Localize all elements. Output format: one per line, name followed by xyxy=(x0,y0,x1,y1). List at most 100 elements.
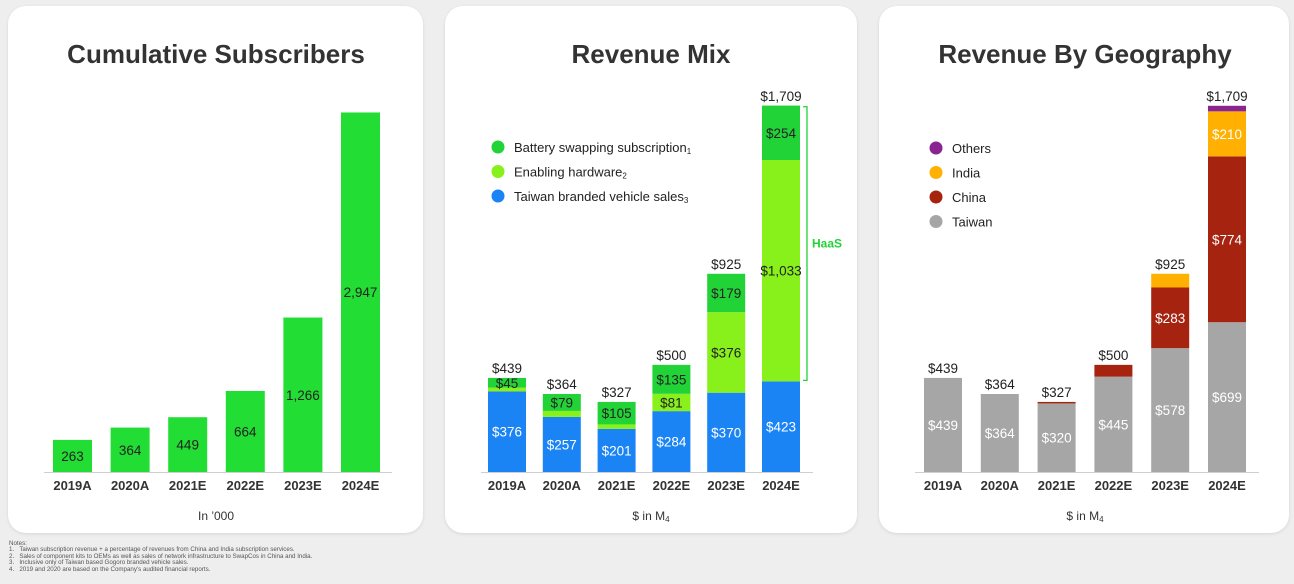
data-label: 449 xyxy=(176,438,199,453)
bar-2023E-battery-swapping-subscription xyxy=(707,273,746,313)
legend-marker xyxy=(929,215,943,228)
total-label: $364 xyxy=(547,377,578,392)
x-tick-label: 2024E xyxy=(1208,478,1246,493)
data-label: $376 xyxy=(492,425,522,440)
bar-2021E-battery-swapping-subscription xyxy=(597,401,636,425)
data-label: $376 xyxy=(711,345,741,360)
note-4: 4. 2019 and 2020 are based on the Compan… xyxy=(9,565,211,573)
bar-2024E-battery-swapping-subscription xyxy=(762,105,800,160)
bar-2023E-india xyxy=(1151,273,1190,288)
data-label: $135 xyxy=(656,372,686,387)
x-tick-label: 2019A xyxy=(488,478,527,493)
data-label: $179 xyxy=(711,286,741,301)
bar-2019A-battery-swapping-subscription xyxy=(488,377,526,388)
bar-2024E-enabling-hardware xyxy=(762,160,800,382)
bar-2019A-enabling-hardware xyxy=(488,387,526,392)
legend-label: Others xyxy=(952,141,992,156)
x-tick-label: 2021E xyxy=(1038,478,1076,493)
x-axis-unit: In ’000 xyxy=(198,509,234,523)
x-tick-label: 2024E xyxy=(342,478,380,493)
data-label: $105 xyxy=(602,406,632,421)
bar-2022E-taiwan xyxy=(1094,376,1133,472)
legend-footnote: 2 xyxy=(622,172,627,181)
bar-2024E-india xyxy=(1208,111,1246,157)
chart-title: Cumulative Subscribers xyxy=(67,39,365,69)
total-label: $439 xyxy=(492,361,522,376)
note-1: 1. Taiwan subscription revenue + a perce… xyxy=(9,546,295,554)
x-axis-unit-text: $ in M xyxy=(1066,509,1099,523)
x-tick-label: 2019A xyxy=(53,478,92,493)
x-axis-unit: $ in M4 xyxy=(1066,509,1104,524)
data-label: $81 xyxy=(660,395,683,410)
bar-2024E-china xyxy=(1208,156,1246,323)
x-tick-label: 2022E xyxy=(227,478,265,493)
x-axis-unit-footnote: 4 xyxy=(665,515,670,524)
bar-2019A-taiwan xyxy=(924,377,962,472)
legend-marker xyxy=(491,165,505,178)
bar-2023E-china xyxy=(1151,287,1190,349)
data-label: $210 xyxy=(1212,127,1242,142)
legend-entry: Enabling hardware2 xyxy=(514,165,627,181)
total-label: $364 xyxy=(985,377,1016,392)
bar-2021E-china xyxy=(1037,401,1076,404)
note-2: 2. Sales of component kits to OEMs as we… xyxy=(9,552,313,560)
bar-2022E-value xyxy=(225,390,265,472)
bar-2022E-china xyxy=(1094,364,1133,377)
legend-entry: China xyxy=(952,190,987,205)
data-label: $79 xyxy=(551,395,574,410)
total-label: $327 xyxy=(602,385,632,400)
x-tick-label: 2022E xyxy=(653,478,691,493)
cumulative-subscribers-card: Cumulative Subscribers 263 2019A 364 2020A 44… xyxy=(8,6,423,533)
bar-2024E-value xyxy=(341,112,380,472)
legend-label: Enabling hardware xyxy=(514,165,622,180)
data-label: $1,033 xyxy=(760,264,801,279)
total-label: $1,709 xyxy=(1206,89,1247,104)
bar-2021E-value xyxy=(168,417,208,472)
x-axis-unit-text: In ’000 xyxy=(198,509,234,523)
footnotes: Notes: 1. Taiwan subscription revenue + … xyxy=(9,540,609,573)
data-label: $370 xyxy=(711,425,741,440)
x-tick-label: 2020A xyxy=(543,478,582,493)
bar-2020A-enabling-hardware xyxy=(542,410,581,417)
x-tick-label: 2020A xyxy=(981,478,1020,493)
x-tick-label: 2021E xyxy=(598,478,636,493)
data-label: $201 xyxy=(602,443,632,458)
x-axis-unit-text: $ in M xyxy=(632,509,665,523)
bar-2023E-enabling-hardware xyxy=(707,312,746,393)
bar-2020A-value xyxy=(110,427,150,472)
data-label: $578 xyxy=(1155,403,1185,418)
data-label: $257 xyxy=(547,437,577,452)
x-tick-label: 2020A xyxy=(111,478,150,493)
legend-entry: Taiwan branded vehicle sales3 xyxy=(514,189,689,205)
haas-annotation: HaaS xyxy=(812,237,842,251)
data-label: $774 xyxy=(1212,232,1243,247)
bar-2021E-taiwan xyxy=(1037,403,1076,472)
x-tick-label: 2024E xyxy=(762,478,800,493)
data-label: 2,947 xyxy=(344,285,378,300)
x-tick-label: 2023E xyxy=(707,478,745,493)
bar-2019A-value xyxy=(53,439,92,472)
x-tick-label: 2021E xyxy=(169,478,207,493)
notes-heading: Notes: xyxy=(9,540,27,547)
legend-label: Taiwan branded vehicle sales xyxy=(514,189,684,204)
legend-footnote: 3 xyxy=(684,196,689,205)
total-label: $327 xyxy=(1042,385,1072,400)
total-label: $925 xyxy=(1155,257,1185,272)
x-tick-label: 2022E xyxy=(1095,478,1133,493)
legend-marker xyxy=(929,190,943,204)
bar-2024E-taiwan xyxy=(1208,322,1246,472)
note-3: 3. Inclusive only of Taiwan based Gogoro… xyxy=(9,559,189,567)
x-axis-unit: $ in M4 xyxy=(632,509,670,524)
x-tick-label: 2023E xyxy=(1151,478,1189,493)
bar-2023E-taiwan xyxy=(1151,348,1190,472)
data-label: $439 xyxy=(928,418,958,433)
bar-2020A-battery-swapping-subscription xyxy=(542,394,581,411)
data-label: $445 xyxy=(1098,417,1128,432)
data-label: $284 xyxy=(656,435,687,450)
bar-2024E-others xyxy=(1208,105,1246,112)
x-tick-label: 2023E xyxy=(284,478,322,493)
revenue-mix-chart: Revenue Mix $376 $45$439 2019A $257 $79 $364 20… xyxy=(481,39,842,524)
legend-label: India xyxy=(952,166,981,181)
legend-marker xyxy=(929,166,943,179)
legend-marker xyxy=(929,141,943,155)
